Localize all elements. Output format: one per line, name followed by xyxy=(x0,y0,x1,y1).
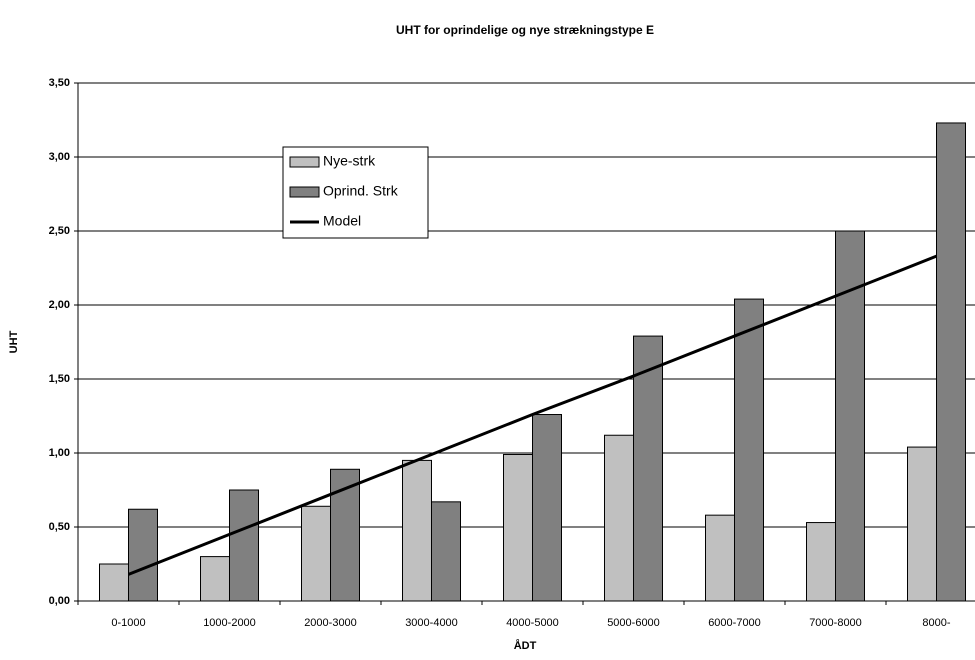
x-tick-label: 8000- xyxy=(922,617,950,629)
legend-label: Nye-strk xyxy=(323,153,376,169)
x-tick-label: 3000-4000 xyxy=(405,617,458,629)
y-tick-label: 0,00 xyxy=(49,595,70,607)
y-tick-label: 3,50 xyxy=(49,77,70,89)
bar xyxy=(128,508,158,602)
model-line xyxy=(127,254,938,576)
legend-swatch xyxy=(289,156,320,168)
bar xyxy=(229,489,259,602)
y-tick-label: 1,00 xyxy=(49,447,70,459)
x-tick-label: 4000-5000 xyxy=(506,617,559,629)
chart-title: UHT for oprindelige og nye strækningstyp… xyxy=(396,23,654,37)
y-tick-label: 2,00 xyxy=(49,299,70,311)
y-tick-label: 0,50 xyxy=(49,521,70,533)
bar xyxy=(99,563,129,602)
x-tick-label: 0-1000 xyxy=(111,617,145,629)
y-axis-label: UHT xyxy=(8,330,20,353)
x-tick-label: 7000-8000 xyxy=(809,617,862,629)
x-axis-label: ÅDT xyxy=(514,639,537,652)
y-tick-label: 3,00 xyxy=(49,151,70,163)
bar xyxy=(806,522,836,602)
x-tick-label: 5000-6000 xyxy=(607,617,660,629)
y-tick-label: 1,50 xyxy=(49,373,70,385)
bar xyxy=(301,505,331,602)
x-tick-label: 1000-2000 xyxy=(203,617,256,629)
legend-label: Model xyxy=(323,213,361,229)
bar xyxy=(936,122,966,602)
bar xyxy=(402,459,432,602)
x-tick-label: 2000-3000 xyxy=(304,617,357,629)
bar xyxy=(431,501,461,602)
bar xyxy=(705,514,735,602)
bar xyxy=(604,434,634,602)
legend-label: Oprind. Strk xyxy=(323,183,399,199)
bar xyxy=(907,446,937,602)
bar xyxy=(633,335,663,602)
bar xyxy=(503,453,533,602)
y-tick-label: 2,50 xyxy=(49,225,70,237)
legend-swatch xyxy=(289,186,320,198)
bar xyxy=(532,414,562,602)
bar xyxy=(200,556,230,602)
bar xyxy=(734,298,764,602)
x-tick-label: 6000-7000 xyxy=(708,617,761,629)
